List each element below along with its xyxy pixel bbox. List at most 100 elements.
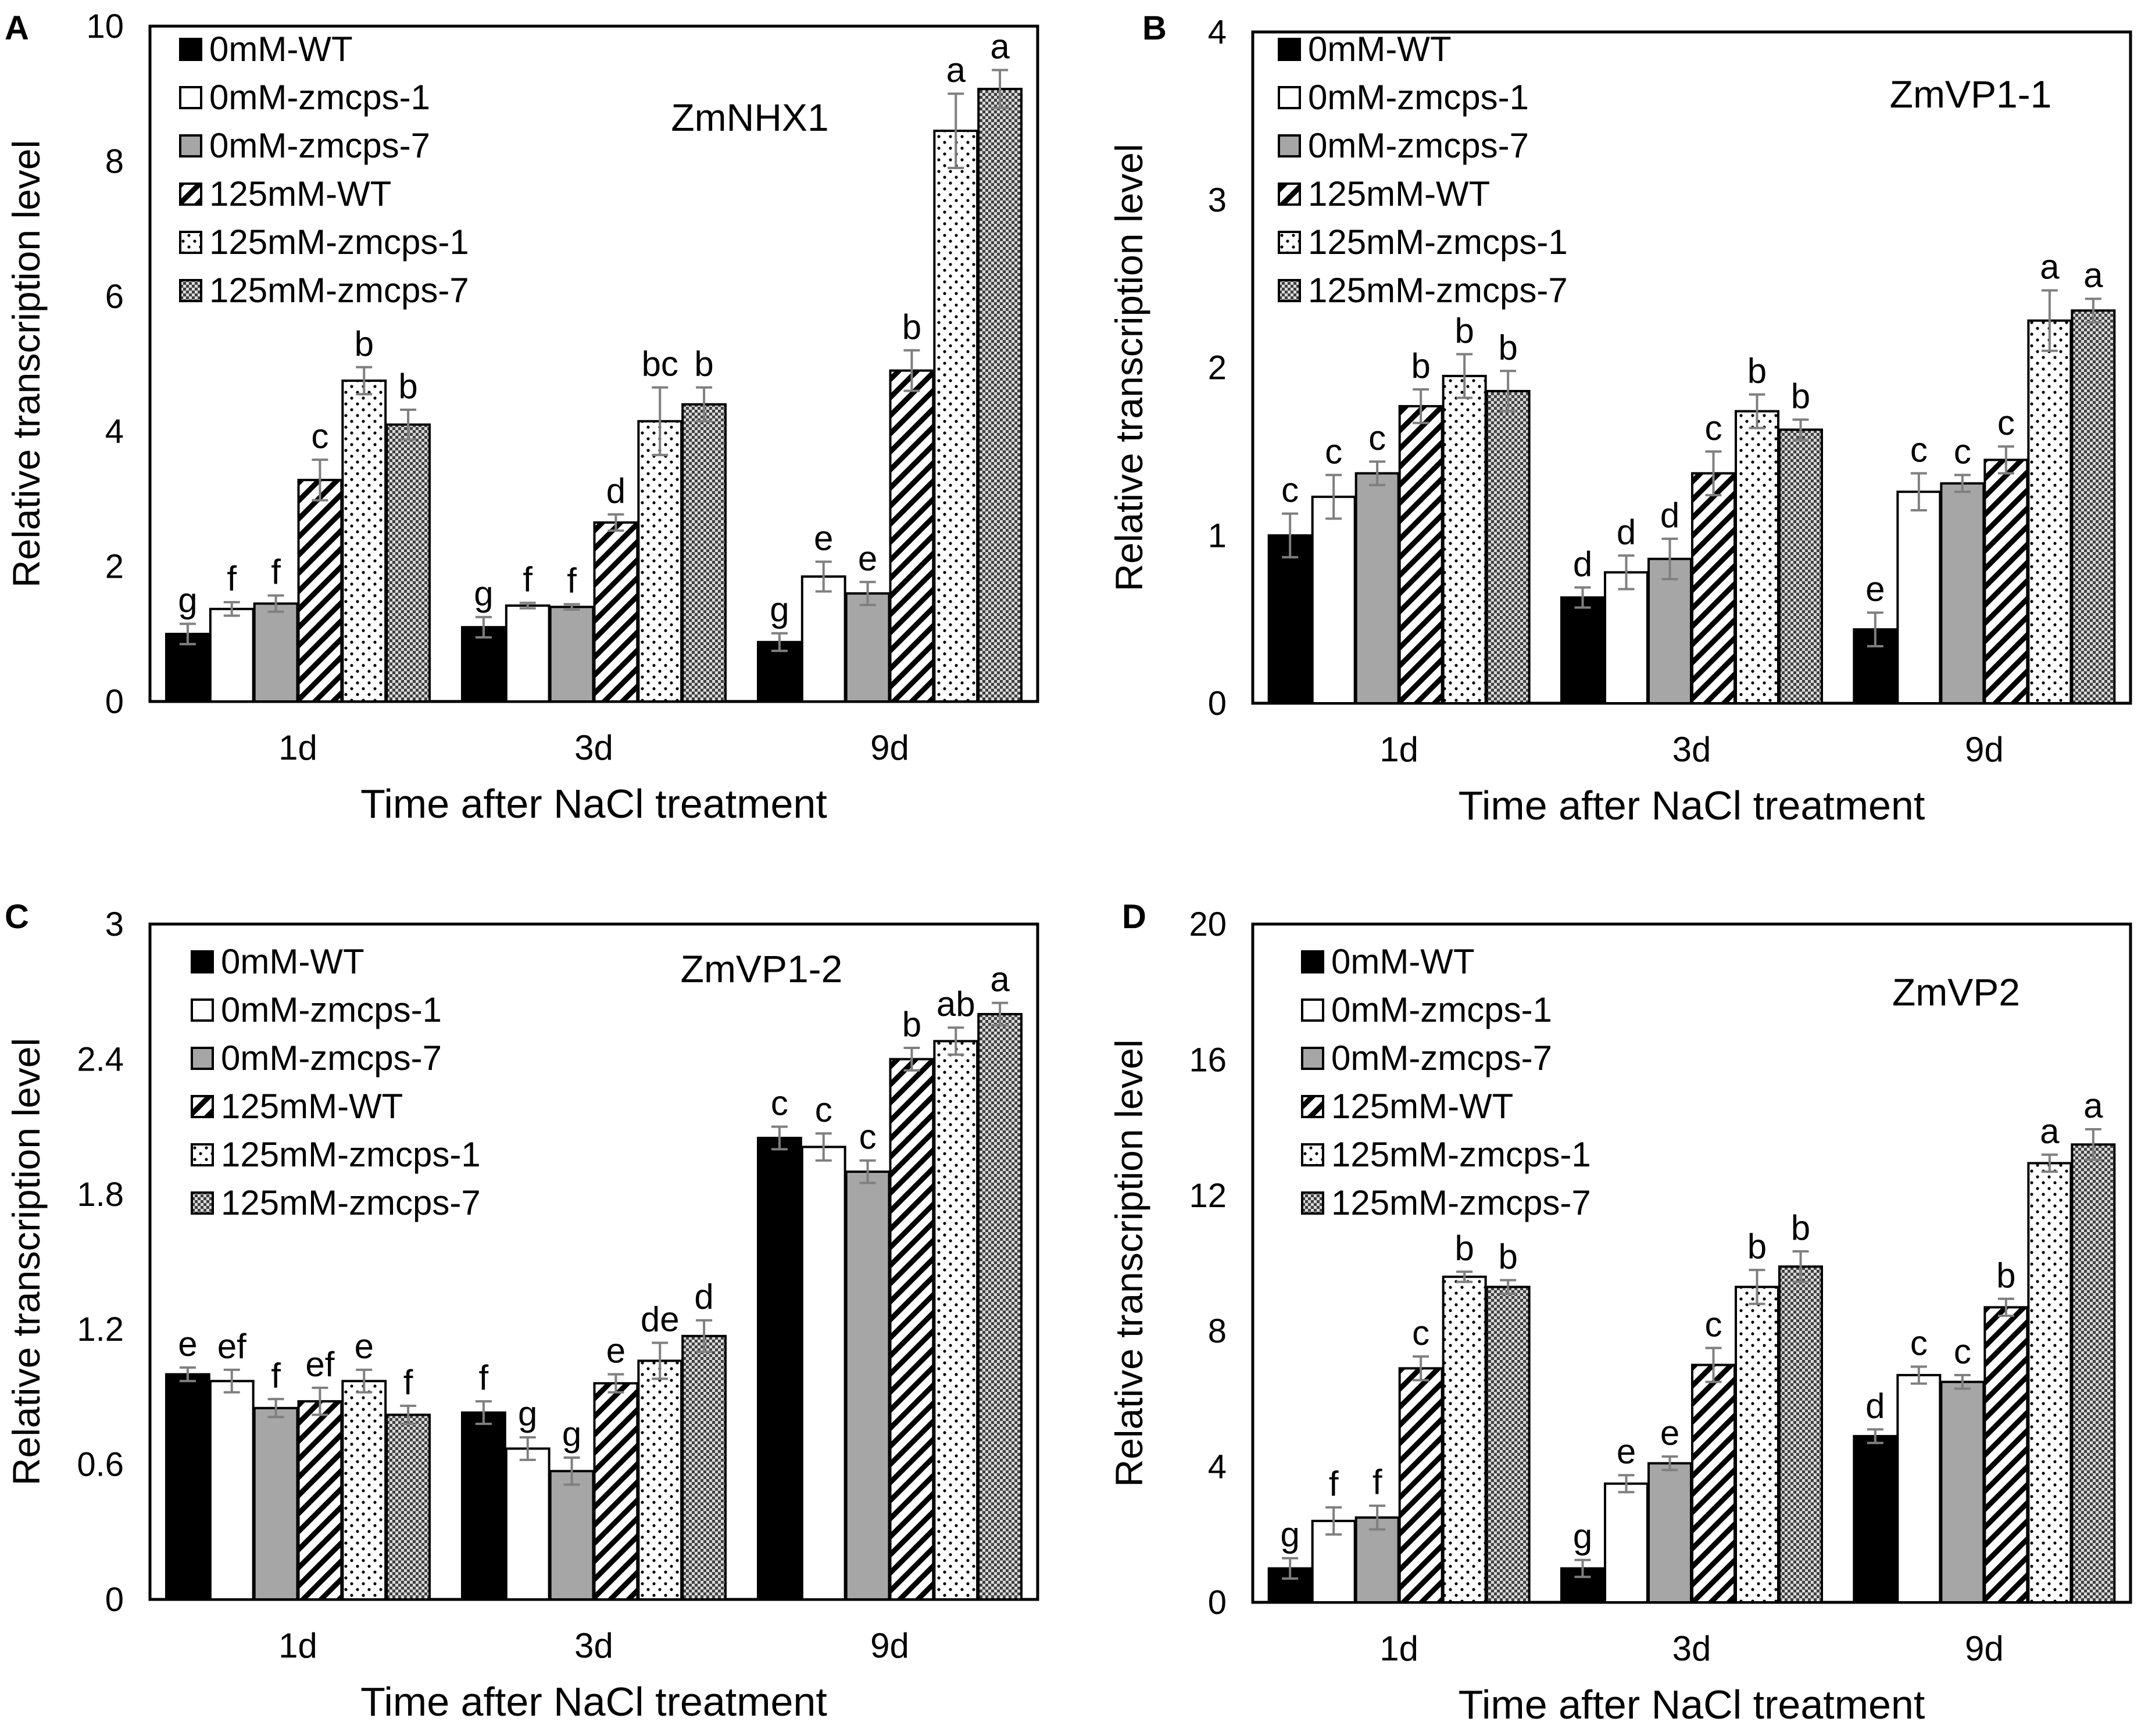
bar [889, 369, 935, 703]
bar [845, 592, 891, 703]
bar [460, 1411, 506, 1601]
y-axis-title: Relative transcription level [1107, 144, 1150, 591]
significance-label: f [1372, 1463, 1382, 1502]
significance-label: a [990, 27, 1010, 66]
x-axis-title: Time after NaCl treatment [1459, 783, 1925, 828]
legend-entry: 0mM-WT [221, 942, 364, 981]
legend-swatch [191, 1047, 214, 1070]
significance-label: c [1997, 403, 2015, 442]
significance-label: f [1329, 1465, 1339, 1504]
legend-entry: 0mM-zmcps-7 [209, 126, 430, 165]
bar [1485, 1286, 1531, 1603]
significance-label: b [1791, 1208, 1810, 1247]
bar [637, 1359, 683, 1601]
legend-swatch [1278, 182, 1301, 206]
bar [933, 1040, 979, 1601]
legend-swatch [179, 279, 202, 302]
y-tick-label: 4 [1208, 1448, 1227, 1486]
legend-entry: 0mM-zmcps-7 [1308, 126, 1529, 165]
bar [593, 1382, 639, 1601]
significance-label: b [1454, 1229, 1474, 1268]
significance-label: a [990, 960, 1010, 999]
bar [845, 1171, 891, 1601]
significance-label: g [562, 1415, 581, 1454]
significance-label: b [902, 1005, 921, 1044]
significance-label: b [902, 307, 921, 346]
significance-label: c [1325, 432, 1342, 471]
significance-label: d [694, 1277, 713, 1316]
x-tick-label: 3d [574, 1626, 613, 1665]
bar [977, 1012, 1023, 1601]
legend-entry: 0mM-zmcps-1 [221, 990, 442, 1029]
bar [1398, 405, 1443, 704]
bar [800, 575, 846, 703]
significance-label: b [1747, 352, 1767, 391]
legend-entry: 125mM-zmcps-7 [1308, 271, 1568, 310]
legend-entry: 0mM-WT [1331, 942, 1475, 981]
legend-entry: 125mM-zmcps-7 [1331, 1183, 1591, 1222]
significance-label: c [311, 417, 328, 456]
significance-label: e [1865, 570, 1885, 609]
significance-label: e [1617, 1432, 1636, 1471]
significance-label: a [2040, 248, 2060, 287]
bar [2071, 1143, 2116, 1603]
significance-label: g [474, 574, 493, 613]
significance-label: f [403, 1363, 413, 1402]
legend-entry: 125mM-zmcps-1 [1331, 1135, 1591, 1174]
significance-label: c [859, 1118, 877, 1157]
bar [1560, 596, 1605, 705]
significance-label: c [1281, 471, 1299, 510]
panel-b: B 0 1 2 3 4 Relative transcription level Time a… [1107, 9, 2132, 828]
significance-label: b [1411, 346, 1430, 385]
legend-entry: 125mM-zmcps-7 [209, 271, 469, 310]
legend-entry: 125mM-WT [221, 1087, 403, 1126]
legend-swatch [179, 182, 202, 206]
significance-label: a [946, 51, 966, 90]
significance-label: c [1368, 418, 1386, 457]
significance-label: e [814, 518, 833, 557]
legend-swatch [179, 134, 202, 158]
y-tick-label: 1.2 [77, 1311, 124, 1348]
legend-entry: 125mM-WT [1308, 174, 1490, 213]
bar [2027, 1162, 2072, 1604]
bar [165, 1373, 210, 1601]
y-tick-label: 1.8 [77, 1176, 124, 1214]
bar [889, 1058, 935, 1601]
y-tick-label: 8 [1208, 1312, 1227, 1350]
bar [593, 521, 639, 703]
legend-swatch [191, 998, 214, 1022]
gene-title: ZmNHX1 [671, 96, 828, 139]
x-tick-label: 9d [870, 1626, 909, 1665]
x-tick-label: 1d [278, 728, 317, 767]
significance-label: c [1704, 409, 1722, 448]
legend-entry: 125mM-zmcps-7 [221, 1183, 481, 1222]
bar [1940, 482, 1985, 704]
bar [549, 1470, 595, 1601]
bar [1853, 1435, 1898, 1603]
significance-label: ab [937, 985, 975, 1023]
bar [341, 1380, 387, 1601]
y-tick-label: 4 [1208, 13, 1227, 51]
significance-label: f [523, 560, 532, 599]
y-axis-title: Relative transcription level [1107, 1039, 1150, 1487]
bar [2071, 309, 2116, 704]
significance-label: d [1573, 545, 1592, 584]
legend-swatch [191, 950, 214, 973]
y-tick-label: 16 [1189, 1041, 1227, 1079]
significance-label: b [1747, 1227, 1767, 1266]
significance-label: d [1617, 513, 1636, 552]
y-tick-label: 0.6 [77, 1446, 124, 1484]
x-tick-label: 1d [1379, 730, 1418, 769]
legend-swatch [1278, 231, 1301, 254]
significance-label: de [641, 1300, 680, 1338]
significance-label: b [1791, 377, 1810, 416]
bar [1442, 374, 1487, 704]
significance-label: ef [217, 1327, 246, 1366]
significance-label: c [1412, 1313, 1429, 1352]
significance-label: e [606, 1331, 625, 1370]
bar [1896, 491, 1942, 704]
bar [297, 478, 343, 703]
significance-label: a [2040, 1112, 2060, 1151]
y-axis-title: Relative transcription level [5, 140, 48, 588]
